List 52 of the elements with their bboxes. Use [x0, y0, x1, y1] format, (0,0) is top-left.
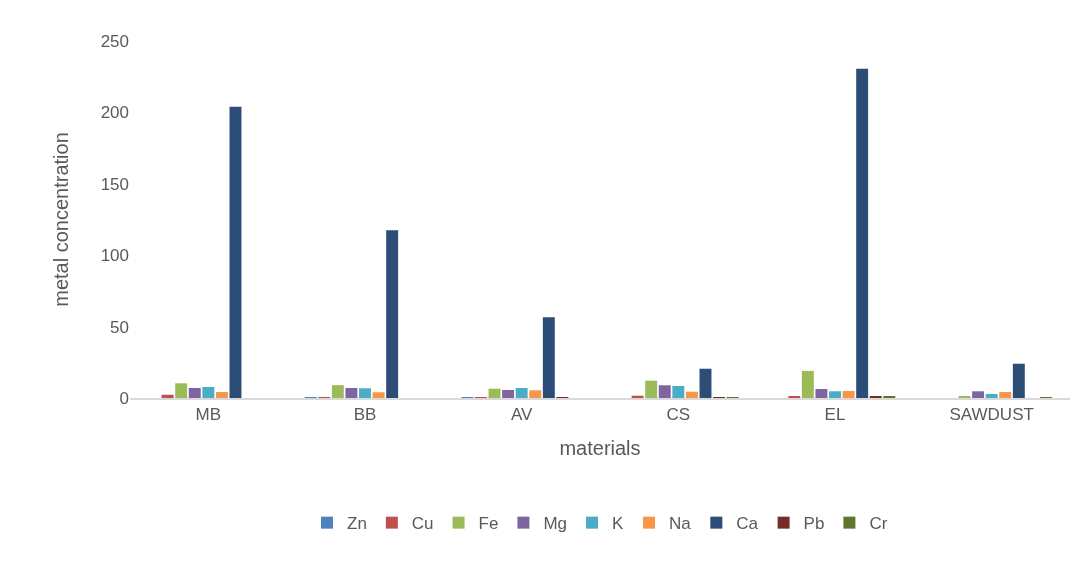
legend-label: Fe — [478, 514, 499, 534]
bar — [685, 391, 698, 398]
bar — [842, 391, 855, 398]
bar — [229, 106, 242, 398]
legend-label: Cr — [869, 514, 888, 534]
bar — [1012, 363, 1025, 398]
legend-label: Pb — [803, 514, 825, 534]
bar — [672, 386, 685, 398]
bar — [529, 390, 542, 398]
bar — [645, 380, 658, 398]
y-axis-title: metal concentration — [50, 132, 73, 307]
bar — [658, 385, 671, 398]
bar — [175, 383, 188, 398]
y-tick-label: 0 — [119, 388, 129, 408]
bar — [856, 68, 869, 398]
bar — [161, 394, 174, 398]
bar — [386, 230, 399, 398]
bar — [502, 390, 515, 398]
bar — [359, 388, 371, 398]
bar — [985, 394, 998, 398]
bar — [345, 388, 358, 398]
x-tick-label: SAWDUST — [949, 405, 1034, 425]
legend-label: Mg — [543, 514, 568, 534]
bar — [372, 392, 385, 398]
bar — [815, 389, 828, 398]
x-tick-label: BB — [353, 405, 377, 425]
bar — [829, 391, 841, 398]
y-tick-label: 50 — [110, 317, 129, 337]
bar — [202, 387, 215, 398]
legend-label: Ca — [736, 514, 759, 534]
y-tick-label: 200 — [100, 103, 129, 123]
x-tick-label: EL — [824, 405, 846, 425]
legend-label: Cu — [411, 514, 434, 534]
bar — [542, 317, 555, 398]
x-tick-label: MB — [195, 405, 222, 425]
x-tick-label: CS — [666, 405, 691, 425]
bar — [699, 368, 712, 398]
bar — [188, 388, 201, 398]
legend-label: Na — [669, 514, 692, 534]
bar — [972, 391, 985, 398]
legend-label: K — [612, 514, 625, 534]
x-tick-label: AV — [510, 405, 534, 425]
bar — [215, 392, 228, 398]
y-tick-label: 100 — [100, 246, 129, 266]
y-tick-label: 150 — [100, 174, 129, 194]
bar — [801, 370, 814, 398]
y-tick-label: 250 — [100, 31, 129, 51]
bar — [331, 385, 344, 398]
bar — [515, 388, 528, 398]
bar — [999, 392, 1012, 398]
x-axis-title: materials — [559, 437, 641, 460]
legend-label: Zn — [347, 514, 367, 534]
